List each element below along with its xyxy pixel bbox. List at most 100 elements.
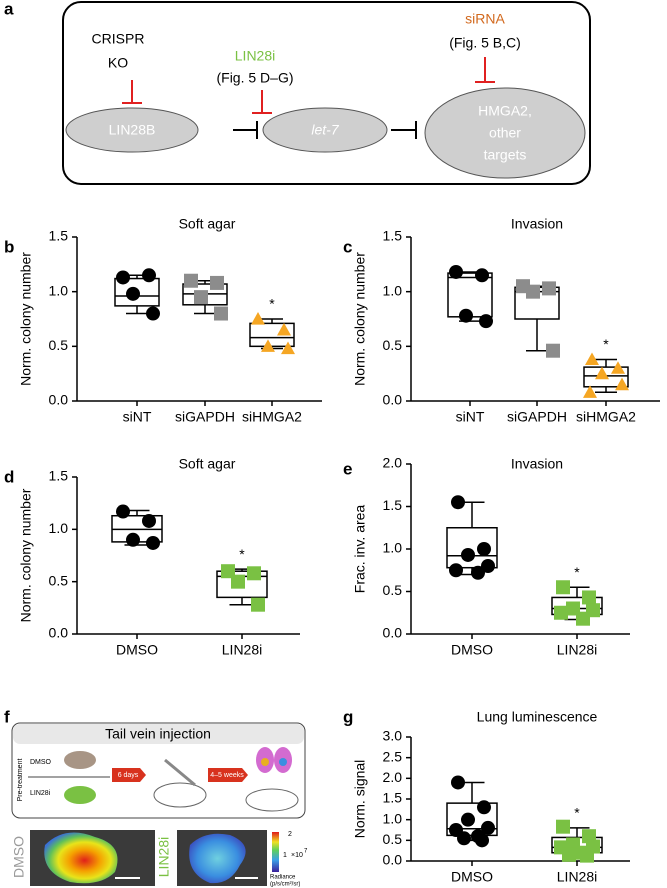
y-tick-label: 3.0 xyxy=(383,728,403,744)
data-point xyxy=(126,532,140,547)
data-point xyxy=(546,343,560,358)
y-tick-label: 0.0 xyxy=(383,852,403,868)
y-tick-label: 1.5 xyxy=(383,790,403,806)
significance: * xyxy=(574,805,580,821)
data-point xyxy=(471,565,485,580)
image-label: DMSO xyxy=(11,836,27,878)
data-point xyxy=(142,513,156,528)
group-label: LIN28i xyxy=(30,790,51,797)
y-tick-label: 2.5 xyxy=(383,748,403,764)
significance: * xyxy=(269,296,275,312)
node-label: HMGA2, xyxy=(478,103,532,119)
data-point xyxy=(247,566,261,581)
y-tick-label: 2.0 xyxy=(383,455,403,471)
y-axis-label: Norm. signal xyxy=(352,760,368,839)
data-point xyxy=(477,800,491,815)
heatmap xyxy=(44,832,118,884)
data-point xyxy=(479,314,493,329)
x-tick-label: siGAPDH xyxy=(507,409,567,425)
inhibitor-arrows xyxy=(122,57,495,114)
data-point xyxy=(184,273,198,288)
data-point xyxy=(142,268,156,283)
lung-spot xyxy=(279,758,287,766)
y-tick-label: 1.5 xyxy=(383,497,403,513)
data-point xyxy=(554,605,568,620)
data-point xyxy=(126,286,140,301)
data-point xyxy=(595,366,609,380)
node xyxy=(65,107,199,153)
colorbar-title: Radiance xyxy=(270,875,296,881)
node-label: other xyxy=(489,125,521,141)
panel-letter: f xyxy=(4,707,10,726)
y-tick-label: 0.0 xyxy=(383,392,403,408)
node-label: LIN28B xyxy=(109,122,156,138)
y-tick-label: 0.5 xyxy=(383,337,403,353)
step-arrow xyxy=(112,768,146,782)
data-point xyxy=(281,341,295,355)
chart-title: Invasion xyxy=(511,216,563,232)
heatmap xyxy=(189,833,246,884)
data-point xyxy=(475,268,489,283)
step-label: 6 days xyxy=(118,772,139,779)
x-tick-label: siNT xyxy=(456,409,485,425)
data-point xyxy=(562,847,576,862)
y-tick-label: 1.0 xyxy=(383,282,403,298)
x-tick-label: DMSO xyxy=(451,642,493,658)
image-label: LIN28i xyxy=(156,837,172,877)
colorbar xyxy=(272,832,279,872)
inhibitor-label: (Fig. 5 D–G) xyxy=(216,70,293,86)
syringe xyxy=(164,758,196,787)
step-label: 4–5 weeks xyxy=(210,772,244,779)
data-point xyxy=(459,308,473,323)
pretreatment-label: Pre-treatment xyxy=(17,759,24,802)
y-axis-label: Norm. colony number xyxy=(352,252,368,386)
colorbar-exponent: 7 xyxy=(304,849,308,855)
diagram-frame xyxy=(62,1,591,185)
lung-spot xyxy=(261,758,269,766)
data-point xyxy=(457,831,471,846)
schematic-header xyxy=(13,724,304,744)
data-point xyxy=(582,590,596,605)
significance: * xyxy=(603,336,609,352)
inhibitor-label: siRNA xyxy=(465,11,505,27)
x-tick-label: siNT xyxy=(123,409,152,425)
data-point xyxy=(251,597,265,612)
data-point xyxy=(214,306,228,321)
y-tick-label: 0.0 xyxy=(383,625,403,641)
chart-title: Invasion xyxy=(511,456,563,472)
significance: * xyxy=(574,564,580,580)
data-point xyxy=(451,775,465,790)
group-label: DMSO xyxy=(30,759,52,766)
y-axis-label: Norm. colony number xyxy=(18,252,34,386)
data-point xyxy=(116,504,130,519)
node xyxy=(424,87,586,179)
data-point xyxy=(194,290,208,305)
data-point xyxy=(576,611,590,626)
mouse xyxy=(245,788,299,812)
data-point xyxy=(231,574,245,589)
chart-title: Soft agar xyxy=(179,216,236,232)
data-point xyxy=(481,559,495,573)
chart-title: Lung luminescence xyxy=(477,709,598,725)
data-point xyxy=(580,848,594,863)
panel-letter: c xyxy=(343,237,352,256)
colorbar-tick: 1 xyxy=(283,852,287,859)
y-tick-label: 2.0 xyxy=(383,769,403,785)
y-tick-label: 0.5 xyxy=(383,831,403,847)
data-point xyxy=(449,563,463,578)
data-point xyxy=(461,547,475,562)
chart-title: Soft agar xyxy=(179,456,236,472)
colorbar-unit: (p/s/cm²/sr) xyxy=(270,882,300,888)
y-tick-label: 0.5 xyxy=(49,572,69,588)
y-tick-label: 1.5 xyxy=(383,228,403,244)
colorbar-tick: 2 xyxy=(288,831,292,838)
data-point xyxy=(526,284,540,299)
significance: * xyxy=(239,546,245,562)
x-tick-label: LIN28i xyxy=(222,642,262,658)
y-tick-label: 1.5 xyxy=(49,468,69,484)
y-tick-label: 0.5 xyxy=(49,337,69,353)
y-tick-label: 1.0 xyxy=(49,520,69,536)
node xyxy=(262,107,388,153)
node-label: let-7 xyxy=(311,122,339,138)
